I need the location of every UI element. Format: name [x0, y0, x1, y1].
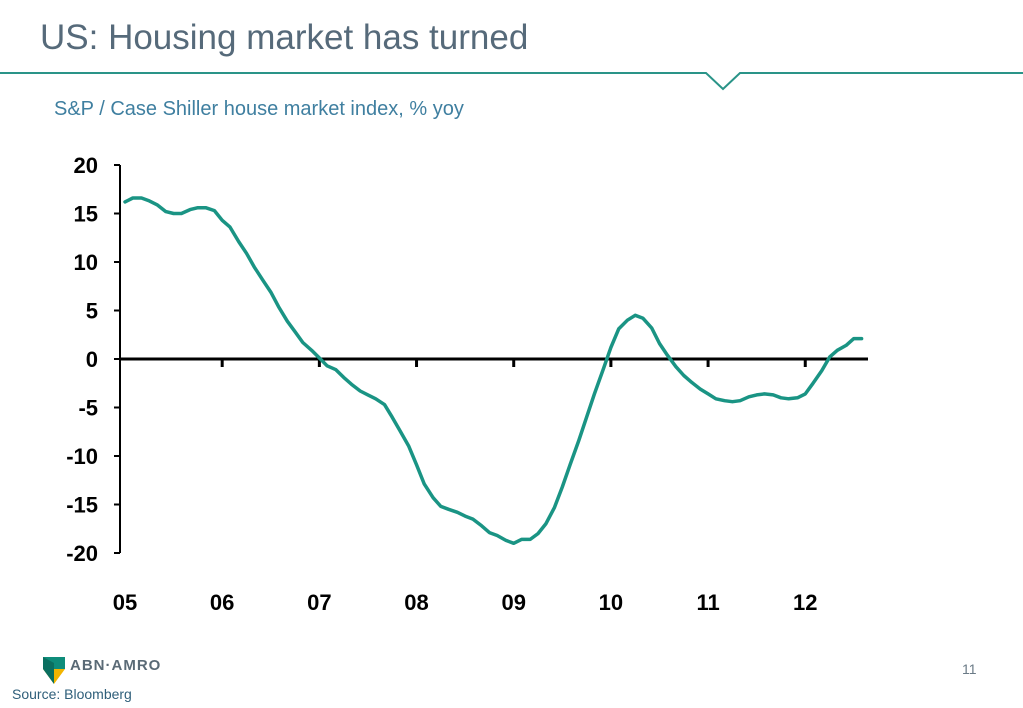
- y-tick-label: 0: [86, 347, 98, 372]
- x-tick-label: 08: [404, 590, 428, 615]
- series-line: [123, 196, 864, 546]
- chart-subtitle: S&P / Case Shiller house market index, %…: [54, 98, 464, 120]
- x-tick-label: 07: [307, 590, 331, 615]
- y-tick-label: 15: [74, 202, 98, 227]
- x-tick-label: 11: [696, 590, 719, 615]
- y-tick-label: -15: [66, 493, 98, 518]
- header-rule: [0, 72, 1023, 91]
- source-note: Source: Bloomberg: [12, 686, 132, 702]
- y-tick-label: -10: [66, 444, 98, 469]
- y-tick-label: -20: [66, 541, 98, 566]
- x-tick-label: 12: [793, 590, 817, 615]
- x-tick-label: 05: [113, 590, 137, 615]
- page-number: 11: [962, 661, 977, 677]
- y-tick-label: 5: [86, 299, 98, 324]
- x-tick-label: 10: [599, 590, 623, 615]
- line-chart: 20 15 10 5 0 -5 -10 -15 -20 05 06 07 08 09 10 11 12: [66, 153, 868, 615]
- y-tick-label: -5: [78, 396, 98, 421]
- x-tick-label: 09: [501, 590, 525, 615]
- y-tick-label: 20: [74, 153, 98, 178]
- logo-text: ABN·AMRO: [70, 657, 162, 674]
- x-tick-label: 06: [210, 590, 234, 615]
- slide-title: US: Housing market has turned: [40, 18, 529, 57]
- abn-amro-logo-icon: [43, 657, 65, 684]
- y-tick-label: 10: [74, 250, 98, 275]
